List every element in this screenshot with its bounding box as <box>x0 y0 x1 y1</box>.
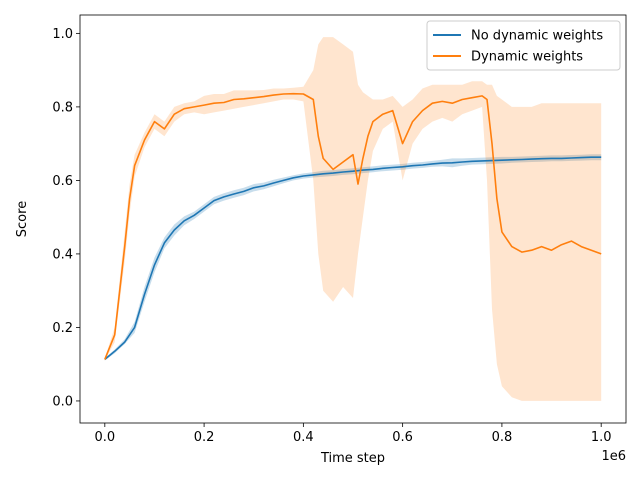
x-axis-label: Time step <box>320 451 385 466</box>
y-tick-label: 0.6 <box>52 174 73 189</box>
band-dynamic-weights <box>104 37 602 401</box>
y-tick-label: 1.0 <box>52 27 73 42</box>
y-tick-label: 0.0 <box>52 394 73 409</box>
x-tick-label: 1.0 <box>591 430 612 445</box>
legend: No dynamic weights Dynamic weights <box>426 20 621 71</box>
y-tick-label: 0.2 <box>52 321 73 336</box>
x-tick-label: 0.4 <box>293 430 314 445</box>
x-axis-ticks: 0.0 0.2 0.4 0.6 0.8 1.0 <box>94 423 612 445</box>
y-axis-label: Score <box>15 201 30 237</box>
x-tick-label: 0.2 <box>194 430 215 445</box>
confidence-bands <box>104 37 602 401</box>
x-tick-label: 0.8 <box>492 430 513 445</box>
x-tick-label: 0.6 <box>392 430 413 445</box>
x-tick-label: 0.0 <box>94 430 115 445</box>
series-lines <box>104 92 602 361</box>
legend-entry-label: Dynamic weights <box>471 50 583 65</box>
plot-frame <box>79 14 627 424</box>
legend-entry-label: No dynamic weights <box>471 29 603 44</box>
line-no-dynamic-weights <box>104 156 602 361</box>
x-axis-offset-label: 1e6 <box>601 449 626 464</box>
y-tick-label: 0.4 <box>52 247 73 262</box>
y-tick-label: 0.8 <box>52 100 73 115</box>
legend-box <box>426 20 621 71</box>
line-dynamic-weights <box>104 92 602 360</box>
y-axis-ticks: 0.0 0.2 0.4 0.6 0.8 1.0 <box>52 27 80 409</box>
